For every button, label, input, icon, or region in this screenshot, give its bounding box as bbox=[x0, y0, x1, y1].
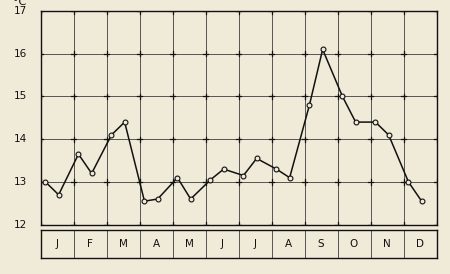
Text: J: J bbox=[220, 239, 224, 249]
Text: 16: 16 bbox=[14, 49, 27, 59]
Text: A: A bbox=[284, 239, 292, 249]
Text: O: O bbox=[350, 239, 358, 249]
Text: 17: 17 bbox=[14, 6, 27, 16]
Text: F: F bbox=[87, 239, 93, 249]
Text: 13: 13 bbox=[14, 177, 27, 187]
Text: A: A bbox=[153, 239, 160, 249]
Text: J: J bbox=[55, 239, 59, 249]
Text: D: D bbox=[416, 239, 424, 249]
Text: °C: °C bbox=[13, 0, 26, 7]
Text: 12: 12 bbox=[14, 220, 27, 230]
Text: M: M bbox=[184, 239, 194, 249]
Text: S: S bbox=[318, 239, 324, 249]
Text: N: N bbox=[383, 239, 391, 249]
Text: M: M bbox=[118, 239, 127, 249]
Text: J: J bbox=[253, 239, 256, 249]
Text: 15: 15 bbox=[14, 92, 27, 101]
Text: 14: 14 bbox=[14, 134, 27, 144]
